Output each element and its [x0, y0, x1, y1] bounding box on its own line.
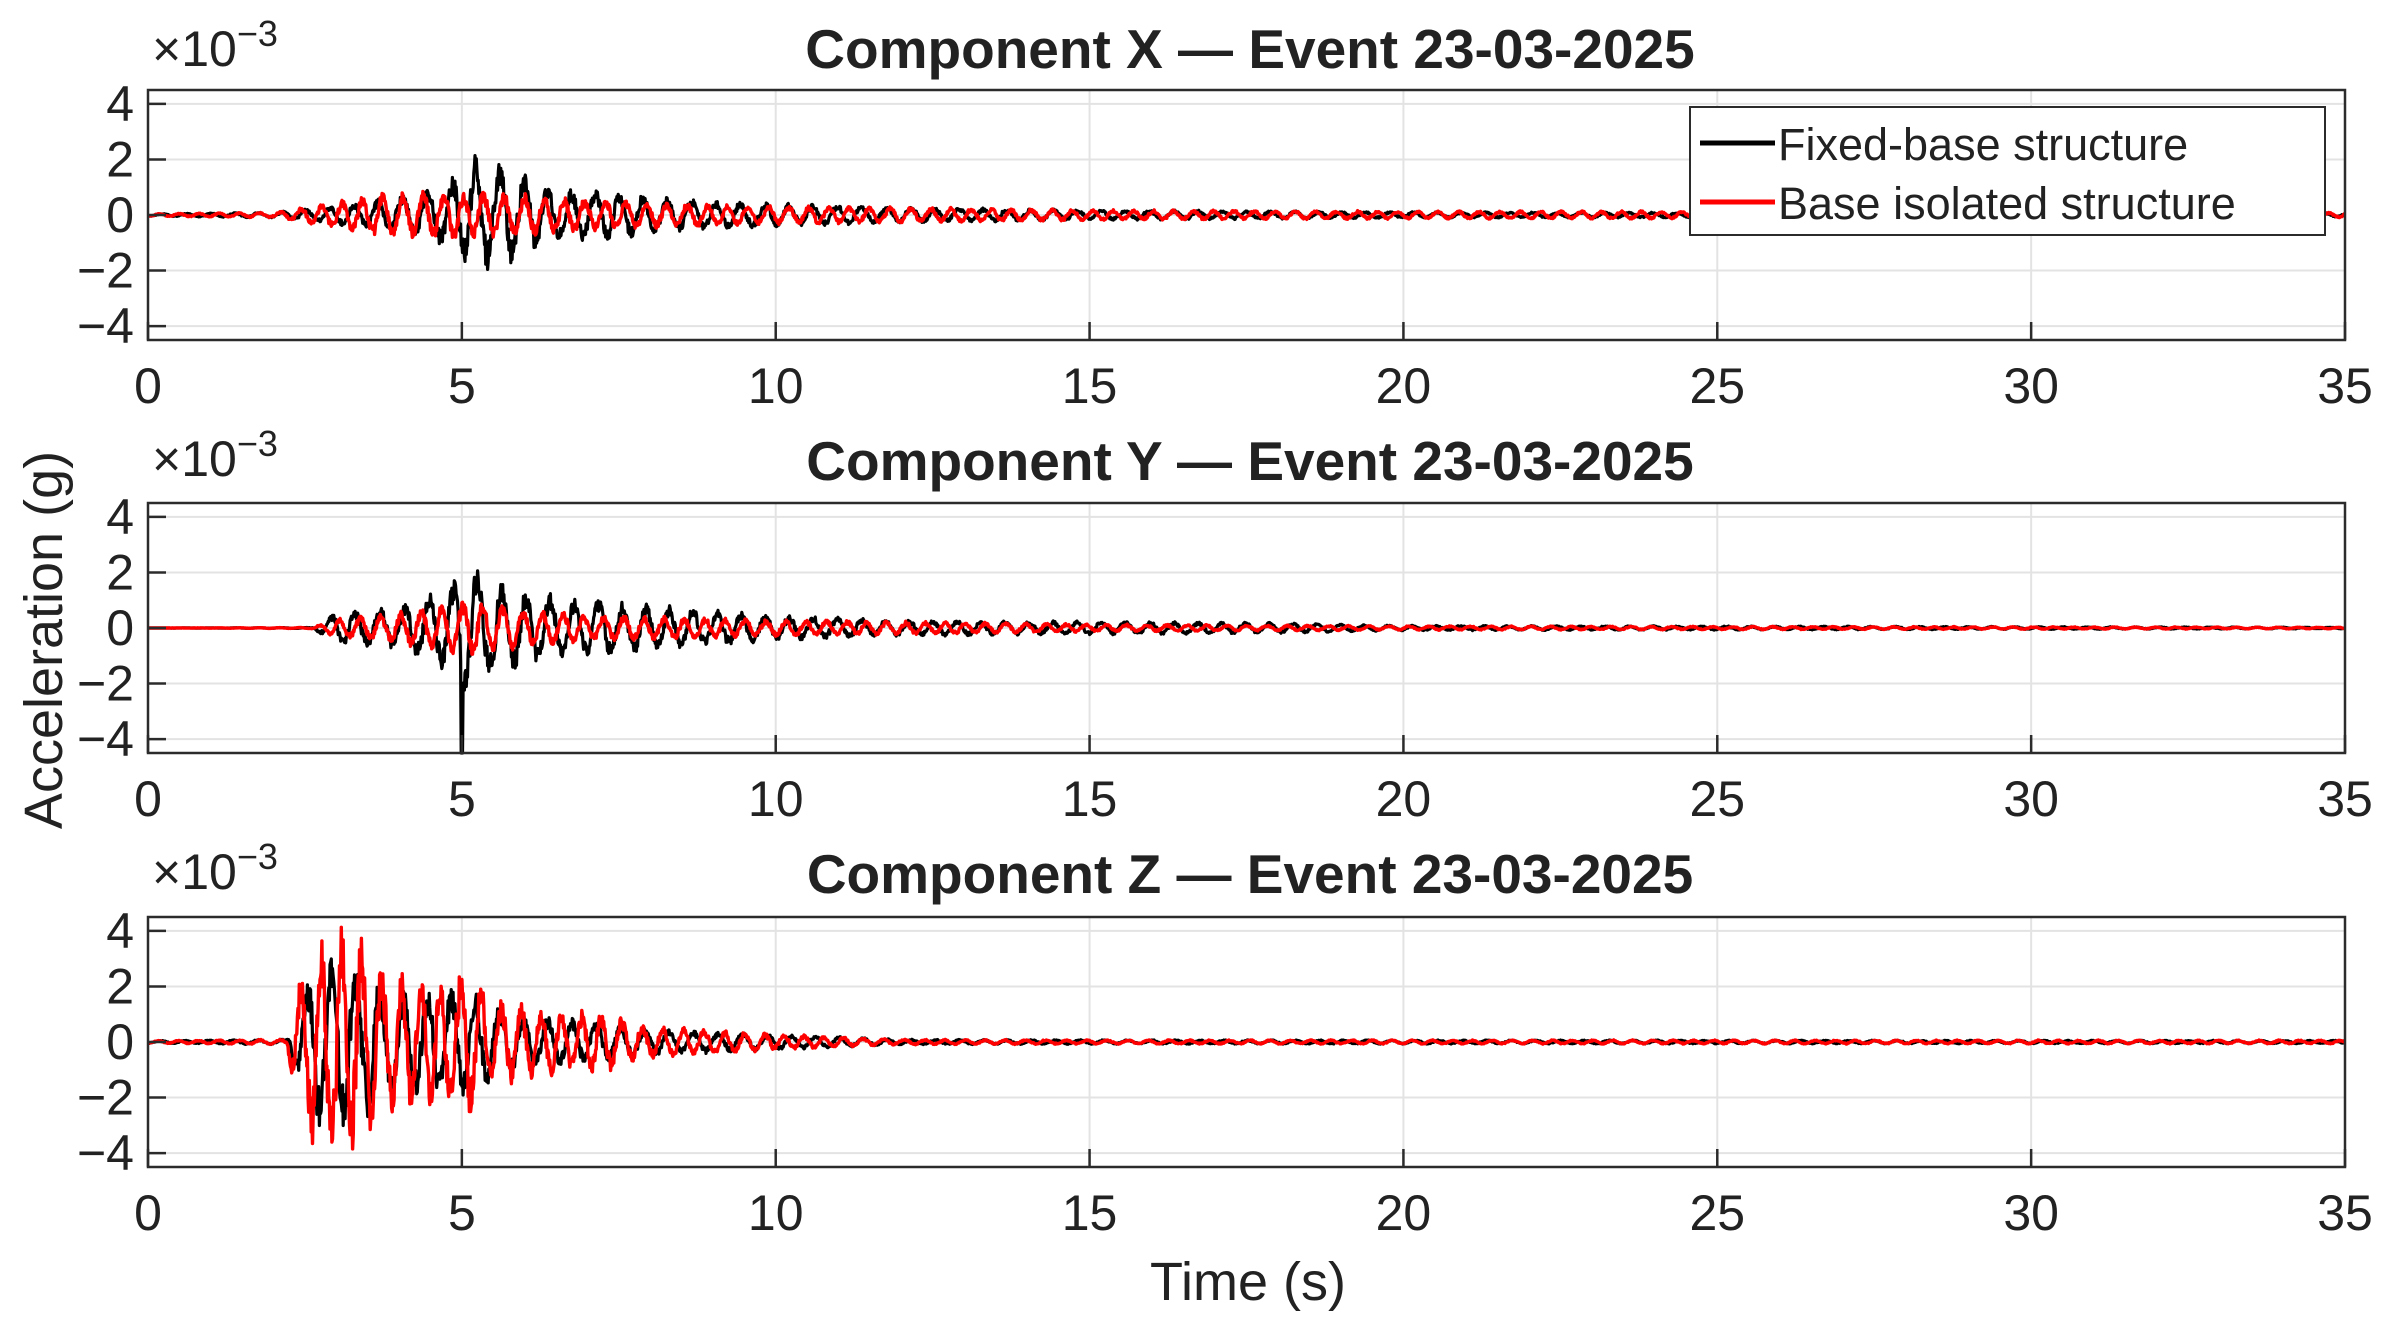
x-tick-label: 0 [134, 358, 162, 414]
x-tick-label: 30 [2003, 771, 2059, 827]
panel-z-x-ticks: 0 5 10 15 20 25 30 35 [134, 1149, 2373, 1241]
x-tick-label: 35 [2317, 771, 2373, 827]
x-tick-label: 5 [448, 358, 476, 414]
x-tick-label: 20 [1376, 1185, 1432, 1241]
panel-y-x-ticks: 0 5 10 15 20 25 30 35 [134, 735, 2373, 827]
x-tick-label: 20 [1376, 771, 1432, 827]
y-tick-label: 2 [106, 131, 134, 187]
x-axis-label: Time (s) [1150, 1252, 1346, 1312]
panel-y-exponent-label: ×10−3 [152, 423, 278, 487]
panel-z-exponent-label: ×10−3 [152, 836, 278, 900]
panel-y-traces [146, 569, 2347, 755]
y-tick-label: −4 [77, 711, 134, 767]
y-axis-label: Acceleration (g) [14, 451, 74, 829]
panel-x-title: Component X — Event 23-03-2025 [805, 18, 1694, 80]
x-tick-label: 15 [1062, 771, 1118, 827]
panel-y-title: Component Y — Event 23-03-2025 [806, 430, 1693, 492]
x-tick-label: 10 [748, 771, 804, 827]
x-tick-label: 25 [1689, 771, 1745, 827]
panel-x-x-ticks: 0 5 10 15 20 25 30 35 [134, 322, 2373, 414]
x-tick-label: 30 [2003, 1185, 2059, 1241]
panel-z-y-ticks: 420−2−4 [77, 903, 166, 1181]
x-tick-label: 30 [2003, 358, 2059, 414]
x-tick-label: 10 [748, 358, 804, 414]
y-tick-label: −4 [77, 298, 134, 354]
series-fixed-base-line [147, 569, 2346, 755]
legend-label-base-isolated: Base isolated structure [1778, 178, 2236, 229]
legend-box [1689, 106, 2326, 236]
y-tick-label: −2 [77, 243, 134, 299]
y-tick-label: 2 [106, 958, 134, 1014]
x-tick-label: 0 [134, 771, 162, 827]
series-base-isolated-line [146, 925, 2347, 1151]
y-tick-label: 2 [106, 544, 134, 600]
panel-x: Component X — Event 23-03-2025 ×10−3 420… [77, 13, 2373, 414]
x-tick-label: 20 [1376, 358, 1432, 414]
x-tick-label: 5 [448, 771, 476, 827]
series-base-isolated-line [146, 600, 2347, 656]
x-tick-label: 15 [1062, 358, 1118, 414]
x-tick-label: 25 [1689, 358, 1745, 414]
y-tick-label: 0 [106, 187, 134, 243]
x-tick-label: 0 [134, 1185, 162, 1241]
panel-y: Component Y — Event 23-03-2025 ×10−3 420… [77, 423, 2373, 827]
y-tick-label: 4 [106, 489, 134, 545]
legend: Fixed-base structure Base isolated struc… [1689, 106, 2326, 236]
panel-x-exponent-label: ×10−3 [152, 13, 278, 77]
panel-y-y-ticks: 420−2−4 [77, 489, 166, 767]
x-tick-label: 35 [2317, 358, 2373, 414]
legend-label-fixed-base: Fixed-base structure [1778, 119, 2188, 170]
y-tick-label: 0 [106, 600, 134, 656]
x-tick-label: 10 [748, 1185, 804, 1241]
y-tick-label: −4 [77, 1125, 134, 1181]
y-tick-label: −2 [77, 656, 134, 712]
x-tick-label: 15 [1062, 1185, 1118, 1241]
x-tick-label: 35 [2317, 1185, 2373, 1241]
y-tick-label: 4 [106, 76, 134, 132]
panel-z: Component Z — Event 23-03-2025 ×10−3 420… [77, 836, 2373, 1241]
x-tick-label: 25 [1689, 1185, 1745, 1241]
panel-x-y-ticks: 420−2−4 [77, 76, 166, 354]
y-tick-label: 4 [106, 903, 134, 959]
panel-z-title: Component Z — Event 23-03-2025 [807, 843, 1693, 905]
panel-y-grid [148, 503, 2345, 753]
y-tick-label: −2 [77, 1070, 134, 1126]
panel-z-traces [146, 925, 2347, 1151]
y-tick-label: 0 [106, 1014, 134, 1070]
x-tick-label: 5 [448, 1185, 476, 1241]
